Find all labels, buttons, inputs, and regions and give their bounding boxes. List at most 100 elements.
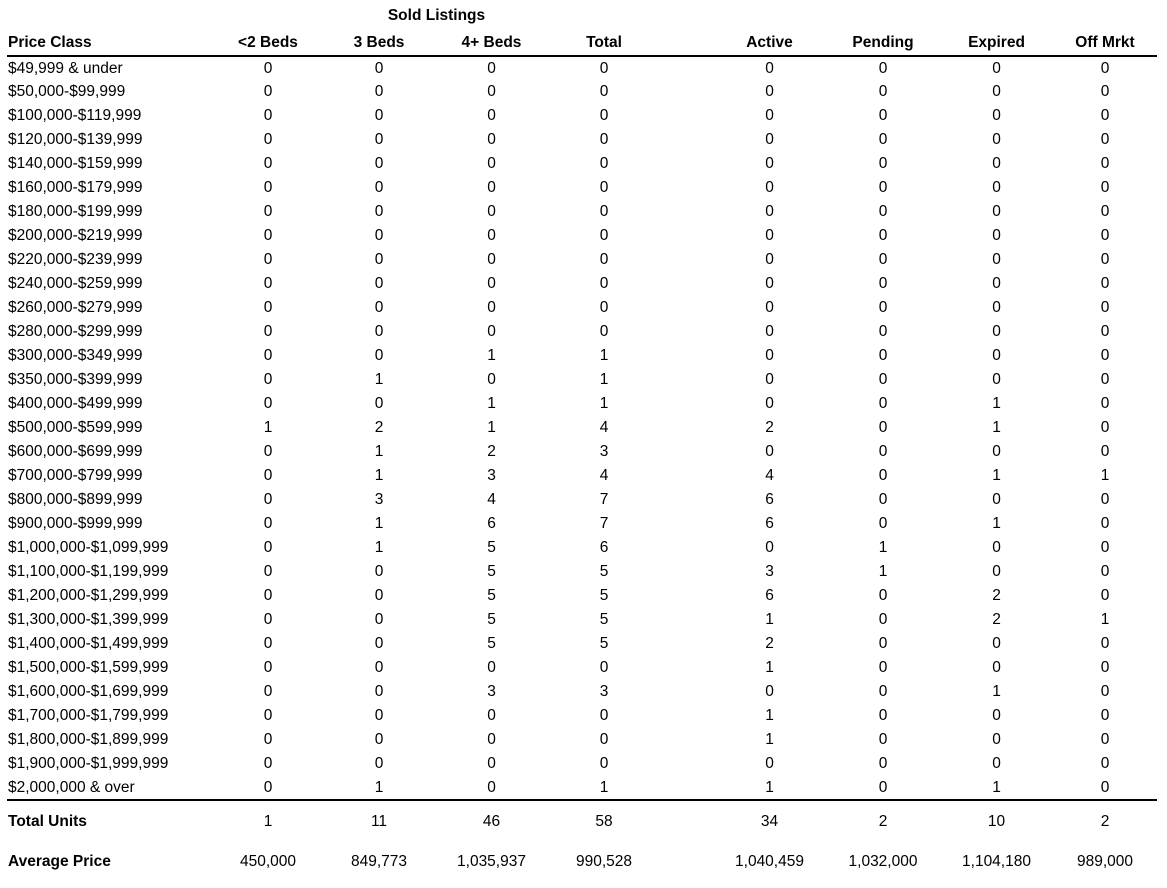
count-cell: 0	[878, 179, 888, 196]
column-gap-spacer	[660, 632, 713, 656]
count-cell: 0	[599, 203, 609, 220]
group-header-spacer	[7, 2, 213, 30]
count-cell: 3	[765, 563, 774, 580]
column-header-total: Total	[548, 30, 660, 57]
count-cell: 1	[263, 419, 273, 436]
count-cell: 0	[1100, 635, 1110, 652]
count-cell: 0	[992, 227, 1001, 244]
count-cell: 0	[765, 155, 774, 172]
count-cell: 0	[487, 83, 496, 100]
count-cell: 0	[599, 731, 609, 748]
price-class-label: $300,000-$349,999	[8, 347, 143, 364]
average-price-cell: 450,000	[239, 853, 297, 870]
count-cell: 0	[992, 563, 1001, 580]
count-cell: 0	[1053, 776, 1157, 801]
count-cell: 0	[599, 755, 609, 772]
total-units-cell: 11	[370, 812, 388, 830]
total-units-cell: 58	[595, 812, 613, 830]
count-cell: 0	[374, 731, 384, 748]
column-gap-spacer	[660, 584, 713, 608]
count-cell: 4	[599, 467, 609, 484]
table-row: $1,400,000-$1,499,999 0 0 5 5 2 0 0 0	[7, 632, 1157, 656]
column-gap-spacer	[660, 608, 713, 632]
count-cell: 0	[1100, 131, 1110, 148]
count-cell: 0	[263, 275, 273, 292]
count-cell: 0	[263, 515, 273, 532]
count-cell: 3	[487, 683, 496, 700]
count-cell: 0	[487, 131, 496, 148]
count-cell: 0	[374, 323, 384, 340]
count-cell: 0	[435, 776, 548, 801]
count-cell: 0	[374, 755, 384, 772]
column-header-expired: Expired	[940, 30, 1053, 57]
total-units-cell: 2	[878, 812, 888, 830]
table-row: $900,000-$999,999 0 1 6 7 6 0 1 0	[7, 512, 1157, 536]
count-cell: 0	[765, 59, 774, 77]
price-class-report-table: Sold Listings Price Class <2 Beds 3 Beds…	[7, 2, 1157, 882]
count-cell: 0	[374, 251, 384, 268]
column-gap-spacer	[660, 176, 713, 200]
count-cell: 0	[263, 395, 273, 412]
count-cell: 5	[599, 611, 609, 628]
count-cell: 0	[1100, 275, 1110, 292]
count-cell: 0	[263, 83, 273, 100]
count-cell: 0	[765, 251, 774, 268]
count-cell: 0	[1100, 707, 1110, 724]
count-cell: 0	[992, 299, 1001, 316]
average-price-cell: 1,032,000	[848, 853, 918, 870]
column-gap-spacer	[660, 536, 713, 560]
count-cell: 0	[487, 659, 496, 676]
count-cell: 0	[1100, 323, 1110, 340]
count-cell: 0	[992, 251, 1001, 268]
count-cell: 1	[765, 659, 774, 676]
price-class-label: $2,000,000 & over	[7, 776, 213, 801]
count-cell: 1	[548, 776, 660, 801]
count-cell: 0	[878, 371, 888, 388]
total-units-cell: 1	[263, 812, 273, 830]
count-cell: 0	[263, 491, 273, 508]
total-units-cell: 2	[1100, 812, 1110, 830]
average-price-cell: 1,040,459	[735, 853, 804, 870]
count-cell: 0	[374, 179, 384, 196]
column-gap-spacer	[660, 152, 713, 176]
table-row: $100,000-$119,999 0 0 0 0 0 0 0 0	[7, 104, 1157, 128]
price-class-label: $140,000-$159,999	[8, 155, 143, 172]
count-cell: 0	[878, 611, 888, 628]
count-cell: 0	[487, 731, 496, 748]
count-cell: 0	[878, 515, 888, 532]
column-gap-spacer	[660, 800, 713, 842]
table-row: $700,000-$799,999 0 1 3 4 4 0 1 1	[7, 464, 1157, 488]
count-cell: 1	[878, 539, 888, 556]
count-cell: 0	[878, 275, 888, 292]
table-row: $260,000-$279,999 0 0 0 0 0 0 0 0	[7, 296, 1157, 320]
count-cell: 0	[878, 59, 888, 77]
column-gap-spacer	[660, 296, 713, 320]
count-cell: 0	[992, 323, 1001, 340]
column-header-price-class: Price Class	[7, 30, 213, 57]
count-cell: 0	[374, 131, 384, 148]
column-gap-spacer	[660, 728, 713, 752]
count-cell: 1	[487, 395, 496, 412]
count-cell: 0	[765, 395, 774, 412]
column-gap-spacer	[660, 30, 713, 57]
count-cell: 1	[765, 731, 774, 748]
count-cell: 0	[765, 443, 774, 460]
average-price-label: Average Price	[8, 853, 111, 870]
price-class-label: $1,900,000-$1,999,999	[8, 755, 169, 772]
count-cell: 0	[263, 587, 273, 604]
table-row: $1,100,000-$1,199,999 0 0 5 5 3 1 0 0	[7, 560, 1157, 584]
table-row: $1,300,000-$1,399,999 0 0 5 5 1 0 2 1	[7, 608, 1157, 632]
count-cell: 0	[878, 131, 888, 148]
table-row: $50,000-$99,999 0 0 0 0 0 0 0 0	[7, 80, 1157, 104]
count-cell: 0	[765, 275, 774, 292]
count-cell: 4	[599, 419, 609, 436]
count-cell: 0	[599, 275, 609, 292]
count-cell: 0	[599, 59, 609, 77]
count-cell: 7	[599, 491, 609, 508]
table-row: $140,000-$159,999 0 0 0 0 0 0 0 0	[7, 152, 1157, 176]
count-cell: 0	[1100, 155, 1110, 172]
count-cell: 5	[487, 611, 496, 628]
column-gap-spacer	[660, 104, 713, 128]
group-header-spacer	[713, 2, 1157, 30]
count-cell: 0	[992, 635, 1001, 652]
